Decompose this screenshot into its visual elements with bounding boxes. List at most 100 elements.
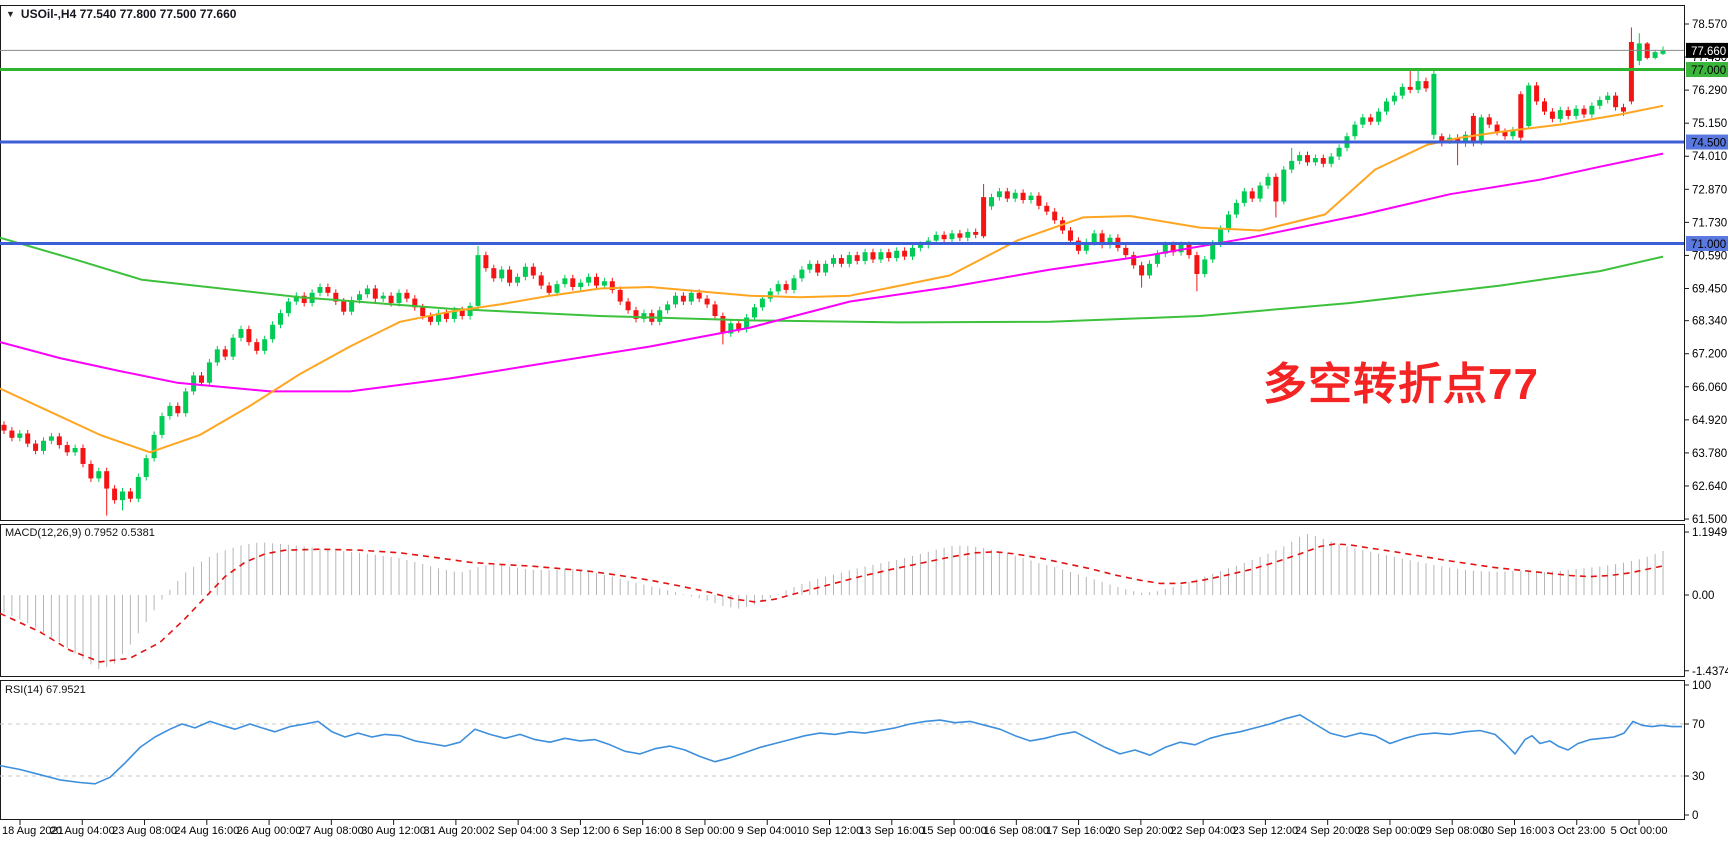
- candle-bull: [120, 491, 125, 501]
- macd-axis-label: -1.4374: [1692, 666, 1728, 678]
- candle-bear: [333, 292, 339, 302]
- candle-bear: [838, 258, 844, 264]
- price-axis-label: 69.450: [1692, 283, 1727, 295]
- candle-bull: [467, 305, 473, 317]
- candle-bull: [1391, 95, 1397, 102]
- price-level-badge-text: 77.660: [1691, 46, 1726, 58]
- candle-bull: [1281, 169, 1287, 202]
- candle-bull: [823, 263, 829, 273]
- candle-bear: [696, 292, 702, 299]
- candle-bear: [1423, 81, 1429, 89]
- price-level-badge: [1686, 42, 1728, 58]
- candle-bull: [894, 250, 900, 259]
- candle-bull: [230, 337, 236, 357]
- candle-bull: [214, 349, 220, 363]
- price-axis-label: 72.870: [1692, 184, 1727, 196]
- price-axis-label: 62.640: [1692, 481, 1727, 493]
- candle-bear: [1368, 117, 1374, 122]
- candle-bull: [996, 191, 1002, 198]
- candle-bull: [1233, 202, 1239, 215]
- candle-bull: [910, 247, 915, 257]
- time-axis-label: 24 Sep 20:00: [1295, 825, 1360, 837]
- symbol-ohlc-title: USOil-,H4 77.540 77.800 77.500 77.660: [20, 7, 237, 21]
- candle-bear: [1470, 115, 1476, 144]
- candle-bull: [917, 244, 923, 248]
- candle-bear: [388, 295, 394, 303]
- candle-bull: [1257, 185, 1263, 199]
- candle-bear: [507, 269, 513, 283]
- candle-bear: [594, 276, 599, 286]
- candle-bear: [412, 298, 418, 308]
- time-axis-label: 23 Sep 12:00: [1233, 825, 1298, 837]
- time-axis-label: 17 Sep 16:00: [1046, 825, 1111, 837]
- panel-frames: [0, 5, 1685, 820]
- candle-bear: [1036, 195, 1042, 206]
- candle-bear: [941, 234, 947, 240]
- candle-bear: [1613, 95, 1619, 108]
- price-level-badge: [1686, 62, 1728, 78]
- candle-bull: [396, 292, 402, 303]
- candle-bear: [1502, 131, 1508, 137]
- time-axis-label: 2 Sep 04:00: [488, 825, 547, 837]
- candle-bull: [183, 391, 189, 414]
- candle-bull: [1376, 111, 1382, 122]
- candle-bear: [1320, 157, 1326, 164]
- candle-bear: [854, 255, 860, 261]
- levels-layer: [0, 49, 1684, 245]
- time-axis-label: 8 Sep 00:00: [675, 825, 734, 837]
- candle-bear: [870, 252, 876, 260]
- ma-mid-magenta: [0, 152, 1664, 393]
- candle-bear: [1123, 247, 1129, 256]
- price-axis-label: 71.730: [1692, 217, 1727, 229]
- price-axis-label: 61.500: [1692, 514, 1727, 526]
- candle-bear: [104, 471, 110, 489]
- candle-bull: [475, 255, 481, 306]
- candle-bear: [1052, 211, 1058, 221]
- candle-bull: [151, 434, 157, 459]
- candle-bull: [799, 269, 805, 279]
- chevron-down-icon[interactable]: ▼: [6, 9, 15, 19]
- candle-bull: [586, 276, 592, 283]
- annotation-text: 多空转折点77: [1263, 360, 1539, 409]
- candle-bull: [135, 476, 141, 499]
- candle-bull: [767, 291, 773, 299]
- candle-bull: [688, 292, 694, 302]
- candle-bull: [831, 258, 836, 264]
- candle-bull: [41, 440, 46, 451]
- candle-bear: [886, 252, 892, 259]
- candle-bull: [1597, 99, 1603, 106]
- candle-bear: [1621, 107, 1626, 112]
- candle-bull: [1510, 130, 1516, 137]
- candle-bear: [1139, 265, 1145, 276]
- candle-bear: [372, 288, 378, 299]
- macd-axis-label: 1.1949: [1692, 527, 1727, 539]
- candle-bull: [357, 294, 362, 301]
- candle-bear: [1068, 230, 1073, 241]
- candle-bear: [325, 287, 331, 293]
- candle-bear: [617, 289, 623, 302]
- time-axis-label: 31 Aug 20:00: [423, 825, 488, 837]
- candle-bear: [1305, 155, 1310, 163]
- time-axis-label: 10 Sep 12:00: [797, 825, 862, 837]
- candle-bear: [88, 463, 94, 479]
- rsi-axis-label: 30: [1692, 771, 1705, 783]
- candle-bull: [293, 295, 299, 302]
- candle-bull: [673, 295, 678, 305]
- ma-slow-green: [0, 236, 1664, 324]
- candle-bull: [791, 278, 797, 290]
- candle-bull: [601, 281, 607, 286]
- candle-bull: [1352, 124, 1358, 137]
- candle-bear: [981, 197, 987, 237]
- candle-bear: [625, 301, 631, 311]
- candle-bear: [1407, 86, 1413, 90]
- candle-bear: [222, 349, 228, 357]
- candle-bear: [720, 316, 726, 334]
- chart-header: ▼ USOil-,H4 77.540 77.800 77.500 77.660: [6, 7, 236, 21]
- candle-bear: [609, 281, 615, 290]
- time-axis-label: 6 Sep 16:00: [613, 825, 672, 837]
- candle-bear: [633, 310, 639, 319]
- macd-indicator-label: MACD(12,26,9) 0.7952 0.5381: [5, 527, 155, 539]
- candle-bull: [143, 458, 149, 477]
